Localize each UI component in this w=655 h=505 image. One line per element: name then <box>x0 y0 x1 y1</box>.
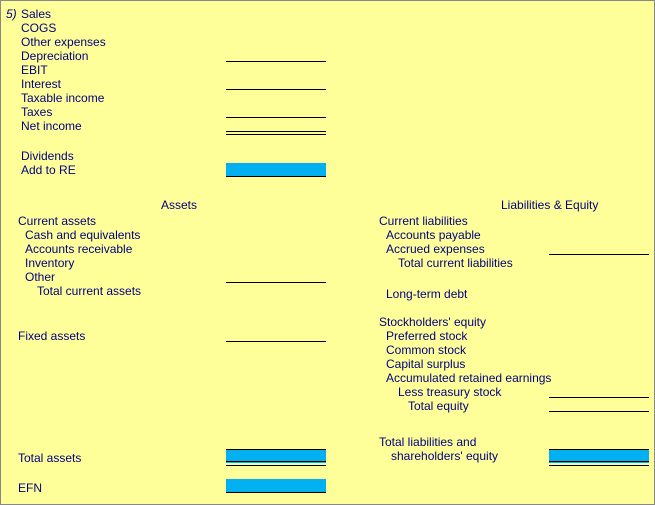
label-ltd: Long-term debt <box>386 287 467 301</box>
highlight-total-assets <box>226 449 326 463</box>
label-common: Common stock <box>386 343 466 357</box>
label-sales: Sales <box>21 7 51 21</box>
label-surplus: Capital surplus <box>386 357 465 371</box>
line-accrued <box>549 254 649 255</box>
label-depreciation: Depreciation <box>21 49 88 63</box>
label-dividends: Dividends <box>21 149 74 163</box>
label-ebit: EBIT <box>21 63 48 77</box>
label-accrued: Accrued expenses <box>386 242 485 256</box>
label-re: Accumulated retained earnings <box>386 371 551 385</box>
label-other: Other <box>25 270 55 284</box>
header-liab-equity: Liabilities & Equity <box>501 198 598 212</box>
header-assets: Assets <box>161 198 197 212</box>
line-interest <box>226 89 326 90</box>
label-total-equity: Total equity <box>408 399 469 413</box>
label-other-expenses: Other expenses <box>21 35 106 49</box>
label-taxes: Taxes <box>21 105 52 119</box>
label-current-liab: Current liabilities <box>379 214 468 228</box>
label-preferred: Preferred stock <box>386 329 467 343</box>
line-taxes <box>226 117 326 118</box>
highlight-add-to-re <box>226 163 326 177</box>
section-number: 5) <box>6 7 17 21</box>
label-treasury: Less treasury stock <box>398 385 501 399</box>
label-tlse-1: Total liabilities and <box>379 435 476 449</box>
label-taxable-income: Taxable income <box>21 91 104 105</box>
label-cogs: COGS <box>21 21 56 35</box>
label-ar: Accounts receivable <box>25 242 132 256</box>
label-inventory: Inventory <box>25 256 74 270</box>
label-tca: Total current assets <box>37 284 141 298</box>
line-other <box>226 282 326 283</box>
line-treasury <box>549 397 649 398</box>
label-se: Stockholders' equity <box>379 315 486 329</box>
label-fixed-assets: Fixed assets <box>18 329 85 343</box>
label-current-assets: Current assets <box>18 214 96 228</box>
label-tlse-2: shareholders' equity <box>391 449 498 463</box>
highlight-tlse <box>549 449 649 463</box>
label-ap: Accounts payable <box>386 228 481 242</box>
line-fixed-assets <box>226 341 326 342</box>
label-cash: Cash and equivalents <box>25 228 140 242</box>
line-net-income <box>226 131 326 135</box>
label-interest: Interest <box>21 77 61 91</box>
line-depreciation <box>226 61 326 62</box>
worksheet: 5) Sales COGS Other expenses Depreciatio… <box>0 0 655 505</box>
label-net-income: Net income <box>21 119 82 133</box>
label-add-to-re: Add to RE <box>21 163 76 177</box>
label-efn: EFN <box>18 481 42 495</box>
highlight-efn <box>226 479 326 493</box>
line-total-equity <box>549 411 649 412</box>
label-total-assets: Total assets <box>18 451 81 465</box>
label-tcl: Total current liabilities <box>398 256 513 270</box>
